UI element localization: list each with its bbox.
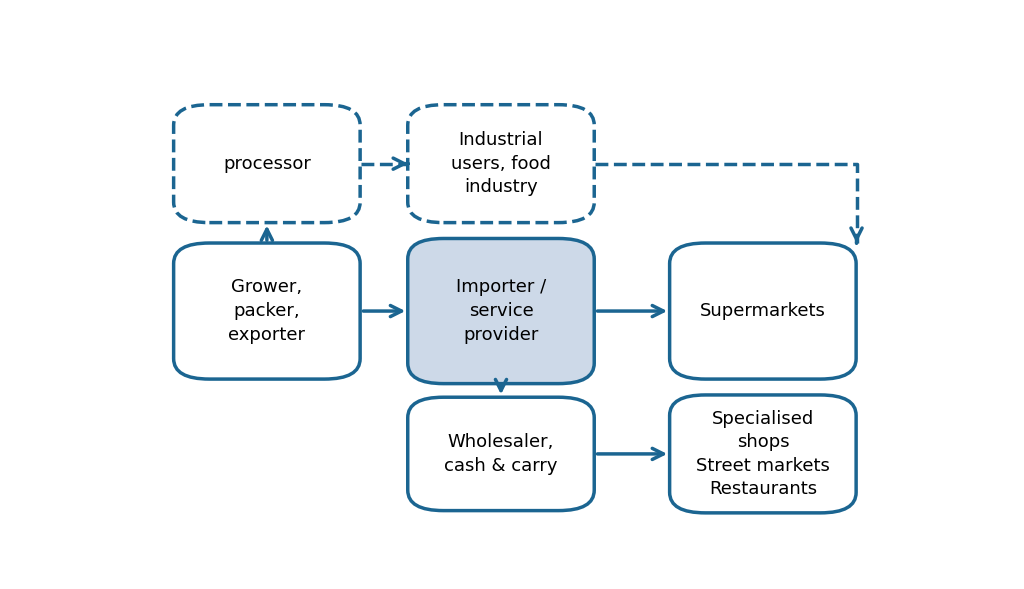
FancyBboxPatch shape — [408, 397, 594, 511]
Text: processor: processor — [223, 155, 311, 173]
Text: Wholesaler,
cash & carry: Wholesaler, cash & carry — [444, 433, 558, 475]
Text: Importer /
service
provider: Importer / service provider — [456, 279, 546, 343]
Text: Specialised
shops
Street markets
Restaurants: Specialised shops Street markets Restaur… — [696, 409, 829, 498]
FancyBboxPatch shape — [174, 105, 360, 223]
FancyBboxPatch shape — [670, 243, 856, 379]
FancyBboxPatch shape — [670, 395, 856, 513]
FancyBboxPatch shape — [408, 105, 594, 223]
FancyBboxPatch shape — [408, 239, 594, 383]
Text: Industrial
users, food
industry: Industrial users, food industry — [451, 131, 551, 196]
FancyBboxPatch shape — [174, 243, 360, 379]
Text: Supermarkets: Supermarkets — [700, 302, 825, 320]
Text: Grower,
packer,
exporter: Grower, packer, exporter — [228, 279, 305, 343]
